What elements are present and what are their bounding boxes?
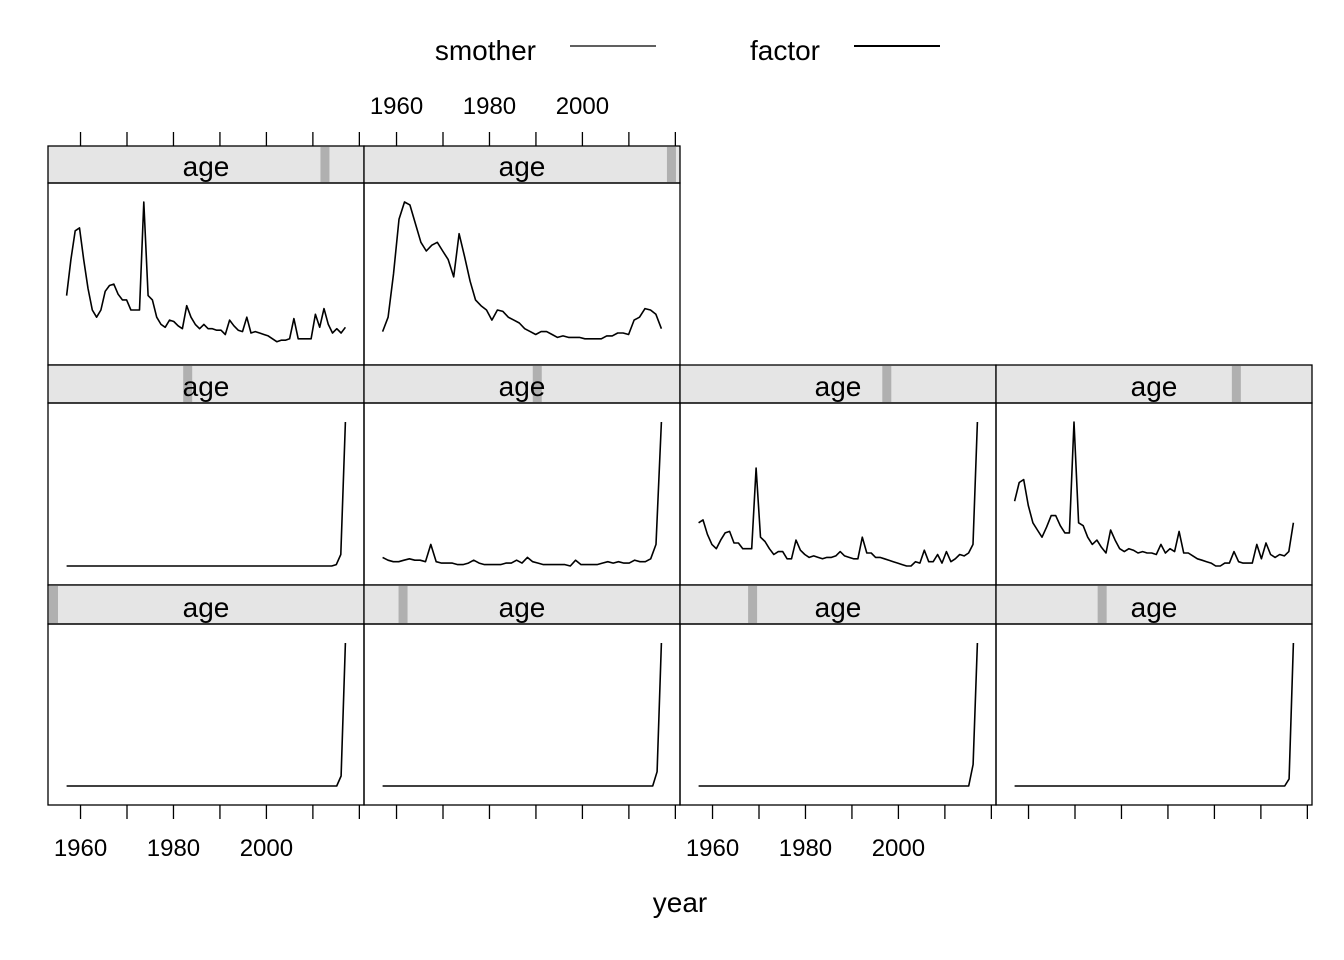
series-line	[1013, 421, 1295, 567]
x-tick-label: 1980	[463, 93, 516, 120]
strip-label: age	[815, 592, 862, 623]
x-tick-label: 2000	[872, 835, 925, 862]
panel-1-2: age	[363, 145, 681, 366]
strip-background	[363, 145, 681, 184]
panel-frame	[47, 623, 365, 806]
panels: age age age age age age age age age age	[47, 145, 1313, 806]
panel-frame	[679, 623, 997, 806]
strip-level-marker	[49, 586, 58, 623]
x-axis-bottom-col1: 1960 1980 2000	[54, 805, 361, 862]
strip-label: age	[183, 151, 230, 182]
strip-background	[995, 584, 1313, 625]
strip-background	[363, 364, 681, 404]
strip-level-marker	[666, 147, 676, 182]
x-tick-label: 1980	[147, 835, 200, 862]
legend-label-smother: smother	[435, 35, 536, 66]
series-line	[1014, 642, 1295, 787]
panel-2-2: age	[363, 364, 681, 586]
strip-background	[679, 584, 997, 625]
x-axis-title: year	[653, 887, 707, 918]
panel-frame	[47, 402, 365, 586]
legend: smother factor	[435, 35, 940, 66]
x-axis-bottom-col3: 1960 1980 2000	[686, 805, 993, 862]
strip-level-marker	[882, 366, 892, 402]
strip-label: age	[1131, 592, 1178, 623]
strip-label: age	[499, 371, 546, 402]
panel-1-1: age	[47, 145, 365, 366]
x-axis-bottom-col4	[1027, 805, 1309, 819]
x-tick-label: 1960	[370, 93, 423, 120]
series-line	[382, 421, 663, 567]
panel-3-1: age	[47, 584, 365, 806]
strip-label: age	[1131, 371, 1178, 402]
panel-2-3: age	[679, 364, 997, 586]
x-tick-label: 2000	[240, 835, 293, 862]
panel-frame	[363, 623, 681, 806]
strip-background	[679, 364, 997, 404]
strip-background	[47, 364, 365, 404]
x-tick-label: 1960	[686, 835, 739, 862]
series-line	[381, 201, 663, 340]
panel-frame	[995, 623, 1313, 806]
panel-3-2: age	[363, 584, 681, 806]
x-tick-label: 1960	[54, 835, 107, 862]
panel-2-1: age	[47, 364, 365, 586]
x-axis-top-col2: 1960 1980 2000	[370, 93, 677, 146]
strip-level-marker	[398, 586, 408, 623]
x-tick-label: 2000	[556, 93, 609, 120]
series-line	[698, 421, 979, 567]
series-line	[382, 642, 663, 787]
strip-label: age	[499, 151, 546, 182]
panel-frame	[363, 402, 681, 586]
strip-level-marker	[183, 366, 193, 402]
x-axis-top-col1	[79, 132, 361, 146]
strip-background	[995, 364, 1313, 404]
series-line	[698, 642, 979, 787]
strip-label: age	[499, 592, 546, 623]
series-line	[66, 421, 347, 567]
strip-label: age	[815, 371, 862, 402]
strip-level-marker	[1231, 366, 1241, 402]
panel-frame	[47, 182, 365, 366]
axes: 1960 1980 2000 1960 1980 2000 1960 1980 2000	[54, 93, 1309, 862]
strip-level-marker	[1097, 586, 1107, 623]
series-line	[65, 201, 347, 343]
panel-frame	[995, 402, 1313, 586]
panel-2-4: age	[995, 364, 1313, 586]
strip-level-marker	[320, 147, 330, 182]
legend-label-factor: factor	[750, 35, 820, 66]
panel-3-4: age	[995, 584, 1313, 806]
strip-level-marker	[748, 586, 758, 623]
x-axis-bottom-col2	[395, 805, 677, 819]
panel-3-3: age	[679, 584, 997, 806]
strip-level-marker	[532, 366, 542, 402]
strip-label: age	[183, 371, 230, 402]
series-line	[66, 642, 347, 787]
x-tick-label: 1980	[779, 835, 832, 862]
strip-label: age	[183, 592, 230, 623]
